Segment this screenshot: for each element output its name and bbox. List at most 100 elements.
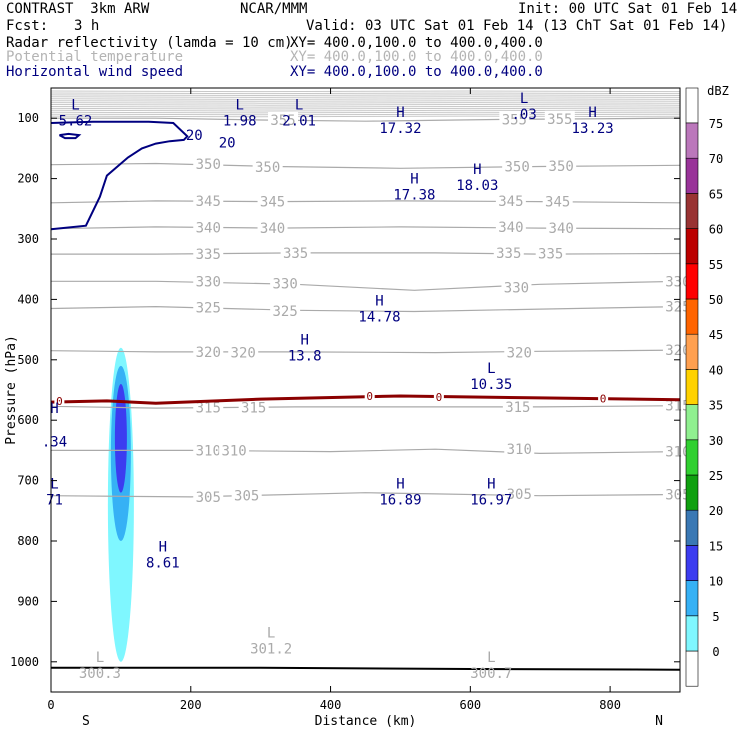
theta-label-320: 320 xyxy=(231,346,256,362)
theta-label-bg xyxy=(268,112,299,128)
y-axis-label: Pressure (hPa) xyxy=(4,335,19,445)
theta-label-310: 310 xyxy=(221,443,246,459)
theta-label-315: 315 xyxy=(196,401,221,417)
theta-label-350: 350 xyxy=(549,159,574,175)
colorbar-swatch-15 xyxy=(685,545,699,581)
colorbar-label: 55 xyxy=(709,258,723,272)
theta-upper-line xyxy=(50,113,681,116)
theta-label-bg xyxy=(662,486,693,502)
colorbar-label: 65 xyxy=(709,187,723,201)
theta-label-bg xyxy=(193,343,224,359)
extremum-L: L xyxy=(520,91,528,107)
colorbar-label: 60 xyxy=(709,223,723,237)
theta-line-315 xyxy=(50,405,681,409)
extremum-L: L xyxy=(235,98,243,114)
colorbar-swatch-40 xyxy=(685,369,699,405)
colorbar-top xyxy=(685,87,699,124)
colorbar-label: 40 xyxy=(709,363,723,377)
theta-label-bg xyxy=(546,157,577,173)
theta-label-305: 305 xyxy=(665,487,690,503)
theta-label-bg xyxy=(231,487,262,503)
zero-isotherm-label-bg xyxy=(364,390,375,402)
zero-isotherm-label: 0 xyxy=(436,391,443,404)
theta-label-bg xyxy=(662,273,693,289)
theta-label-bg xyxy=(257,193,288,209)
theta-upper-line xyxy=(50,90,681,93)
extremum-H: H xyxy=(300,333,308,349)
theta-label-315: 315 xyxy=(505,400,530,416)
y-tick-label: 900 xyxy=(17,594,39,608)
colorbar-label: 15 xyxy=(709,539,723,553)
colorbar-label: 5 xyxy=(712,610,719,624)
colorbar-label: 50 xyxy=(709,293,723,307)
y-tick-label: 800 xyxy=(17,534,39,548)
colorbar-swatch-25 xyxy=(685,474,699,511)
theta-label-bg xyxy=(499,111,530,127)
zero-isotherm-line xyxy=(50,394,681,405)
theta-label-bg xyxy=(495,218,526,234)
colorbar-label: 20 xyxy=(709,504,723,518)
theta-label-355: 355 xyxy=(270,113,295,129)
theta-label-bg xyxy=(193,192,224,208)
colorbar-label: 75 xyxy=(709,117,723,131)
theta-line-330 xyxy=(51,280,681,291)
x-tick-label: 400 xyxy=(320,698,342,712)
theta-upper-line xyxy=(50,96,681,98)
y-tick-label: 400 xyxy=(17,292,39,306)
theta-label-310: 310 xyxy=(507,442,532,458)
extremum-value: 17.38 xyxy=(393,187,435,203)
field-theta-xy: XY= 400.0,100.0 to 400.0,400.0 xyxy=(290,49,543,65)
extremum-L: L xyxy=(487,361,495,377)
extremum-value: 5.62 xyxy=(59,114,93,130)
theta-label-bg xyxy=(662,397,693,413)
colorbar-swatch-55 xyxy=(685,263,699,300)
theta-label-bg xyxy=(270,302,301,318)
theta-upper-line xyxy=(50,107,681,110)
extremum-H: H xyxy=(50,401,58,417)
plot-area: 355 355 355 350 350 350 350 345 345 345 345 340 340 3… xyxy=(4,87,693,729)
theta-label-bg xyxy=(502,398,533,414)
theta-label-bg xyxy=(193,488,224,504)
colorbar-label: 70 xyxy=(709,152,723,166)
theta-label-315: 315 xyxy=(241,401,266,417)
theta-upper-line xyxy=(50,103,681,106)
model-title: CONTRAST 3km ARW xyxy=(6,1,150,17)
theta-label-350: 350 xyxy=(196,157,221,173)
extremum-value: 13.23 xyxy=(572,121,614,137)
colorbar-unit: dBZ xyxy=(707,84,729,98)
colorbar-label: 30 xyxy=(709,434,723,448)
x-tick-label: 800 xyxy=(599,698,621,712)
extremum-value: 2.01 xyxy=(282,114,316,130)
extremum-value: 18.03 xyxy=(456,178,498,194)
extremum-H: H xyxy=(487,476,495,492)
theta-label-320: 320 xyxy=(665,343,690,359)
theta-label-315: 315 xyxy=(665,399,690,415)
init-time: Init: 00 UTC Sat 01 Feb 14 xyxy=(518,1,738,17)
theta-label-bg xyxy=(257,220,288,236)
theta-label-335: 335 xyxy=(496,246,521,262)
extremum-H: H xyxy=(588,105,596,121)
x-axis-label: Distance (km) xyxy=(315,714,417,729)
extremum-value: .03 xyxy=(511,107,536,123)
theta-label-bg xyxy=(662,443,693,459)
theta-label-340: 340 xyxy=(196,221,221,237)
y-tick-label: 300 xyxy=(17,232,39,246)
extremum-H: H xyxy=(396,476,404,492)
theta-label-330: 330 xyxy=(272,277,297,293)
theta-label-bg xyxy=(504,485,535,501)
theta-label-340: 340 xyxy=(498,220,523,236)
theta-label-330: 330 xyxy=(665,274,690,290)
theta-label-345: 345 xyxy=(545,195,570,211)
extremum-H: H xyxy=(396,105,404,121)
theta-label-bg xyxy=(495,192,526,208)
zero-isotherm-label: 0 xyxy=(600,392,607,405)
zero-isotherm-label: 0 xyxy=(56,395,63,408)
extremum-H: H xyxy=(159,539,167,555)
extremum-value: 301.2 xyxy=(250,642,292,658)
extremum-L: L xyxy=(267,626,275,642)
x-tick-label: 600 xyxy=(459,698,481,712)
colorbar-swatch-45 xyxy=(685,333,699,370)
extremum-H: H xyxy=(410,171,418,187)
theta-label-330: 330 xyxy=(504,280,529,296)
